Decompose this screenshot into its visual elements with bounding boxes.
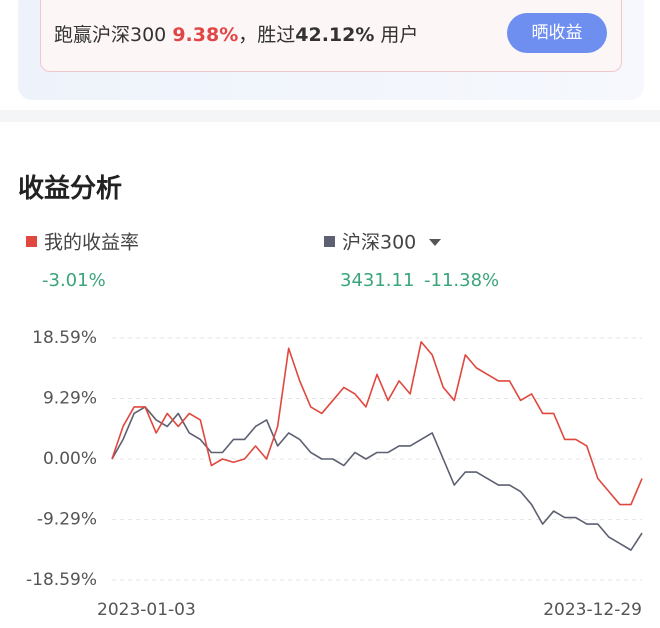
dropdown-icon[interactable] — [429, 239, 441, 246]
separator — [0, 110, 660, 122]
text: ，胜过 — [238, 24, 296, 46]
legend-swatch — [26, 236, 37, 247]
beat: 42.12% — [295, 24, 375, 46]
legend-swatch — [324, 236, 335, 247]
banner-text: 跑赢沪深300 9.38%，胜过42.12% 用户 — [54, 20, 418, 47]
y-tick-label: 18.59% — [32, 328, 97, 348]
y-tick-label: -18.59% — [26, 570, 97, 590]
x-tick-label: 2023-12-29 — [543, 600, 642, 620]
x-tick-label: 2023-01-03 — [97, 600, 196, 620]
excess: 9.38% — [172, 24, 239, 46]
y-tick-label: 0.00% — [43, 449, 97, 469]
text: 跑赢沪深300 — [54, 24, 173, 46]
index-return: -11.38% — [424, 270, 499, 291]
share-button[interactable]: 晒收益 — [507, 13, 607, 53]
legend-label[interactable]: 沪深300 — [342, 232, 416, 254]
y-tick-label: 9.29% — [43, 389, 97, 409]
line-series — [111, 341, 643, 506]
text: 用户 — [374, 24, 419, 46]
line-series — [111, 406, 643, 551]
y-tick-label: -9.29% — [37, 509, 97, 529]
my-return: -3.01% — [42, 270, 106, 291]
legend-label: 我的收益率 — [44, 232, 139, 254]
index-level: 3431.11 — [340, 270, 414, 291]
section-title: 收益分析 — [18, 174, 123, 204]
